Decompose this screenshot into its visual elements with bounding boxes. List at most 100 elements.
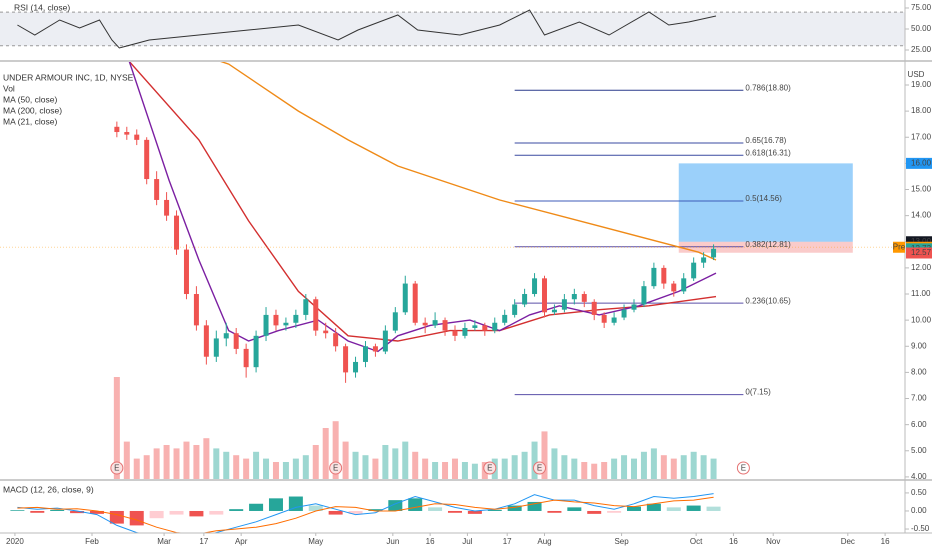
x-tick-label: Nov bbox=[766, 537, 780, 546]
earnings-marker bbox=[533, 461, 547, 475]
volume-legend: Vol bbox=[3, 83, 15, 93]
macd-histogram bbox=[507, 505, 522, 511]
volume-bar bbox=[362, 455, 369, 479]
x-tick-label: May bbox=[308, 537, 323, 546]
volume-bar bbox=[213, 448, 220, 479]
candle-body bbox=[193, 294, 199, 326]
candle-body bbox=[164, 199, 170, 216]
macd-histogram bbox=[527, 501, 542, 511]
candle-body bbox=[233, 333, 239, 349]
y-tick-label: 0.00 bbox=[911, 506, 927, 515]
moving-average bbox=[128, 62, 717, 342]
candle-body bbox=[432, 320, 438, 326]
candle-body bbox=[313, 299, 319, 331]
x-tick-label: Dec bbox=[841, 537, 855, 546]
macd-histogram bbox=[368, 509, 383, 511]
y-tick-label: 25.00 bbox=[911, 45, 932, 54]
volume-bar bbox=[402, 441, 409, 479]
candle-body bbox=[422, 322, 428, 326]
macd-legend: MACD (12, 26, close, 9) bbox=[3, 484, 94, 494]
volume-bar bbox=[173, 448, 180, 479]
candle-body bbox=[333, 333, 339, 347]
macd-histogram bbox=[10, 510, 25, 511]
macd-histogram bbox=[268, 498, 283, 511]
macd-histogram bbox=[567, 507, 582, 511]
y-tick-label: 0.50 bbox=[911, 488, 927, 497]
candle-body bbox=[273, 314, 279, 326]
price-tag-label: 16.00 bbox=[911, 158, 932, 167]
macd-histogram bbox=[89, 510, 104, 514]
x-tick-label: 16 bbox=[729, 537, 738, 546]
candle-body bbox=[174, 215, 180, 250]
candle-body bbox=[651, 267, 657, 287]
x-tick-label: 17 bbox=[503, 537, 512, 546]
candle-body bbox=[691, 262, 697, 279]
macd-histogram bbox=[229, 509, 244, 511]
macd-histogram bbox=[169, 510, 184, 515]
x-tick-label: Jun bbox=[386, 537, 399, 546]
candle-body bbox=[213, 338, 219, 357]
volume-bar bbox=[302, 455, 309, 479]
volume-bar bbox=[322, 428, 329, 479]
y-tick-label: 19.00 bbox=[911, 80, 932, 89]
fib-label: 0.786(18.80) bbox=[745, 83, 791, 92]
candle-body bbox=[631, 304, 637, 310]
earnings-marker bbox=[483, 461, 497, 475]
volume-bar bbox=[342, 441, 349, 479]
volume-bar bbox=[422, 458, 429, 479]
macd-histogram bbox=[646, 503, 661, 511]
candle-body bbox=[253, 335, 259, 368]
volume-bar bbox=[531, 441, 538, 479]
macd-histogram bbox=[447, 510, 462, 513]
y-tick-label: 5.00 bbox=[911, 446, 927, 455]
target-zone bbox=[678, 163, 853, 242]
y-tick-label: 9.00 bbox=[911, 341, 927, 350]
volume-bar bbox=[412, 451, 419, 479]
volume-bar bbox=[392, 448, 399, 479]
candle-body bbox=[223, 333, 229, 339]
volume-bar bbox=[292, 458, 299, 479]
volume-bar bbox=[183, 441, 190, 479]
y-tick-label: 15.00 bbox=[911, 185, 932, 194]
candle-body bbox=[323, 330, 329, 334]
candle-body bbox=[303, 299, 309, 315]
candle-body bbox=[621, 309, 627, 318]
volume-bar bbox=[581, 462, 588, 479]
macd-histogram bbox=[428, 507, 443, 511]
candle-body bbox=[243, 348, 249, 368]
macd-line bbox=[17, 493, 714, 533]
price-tag bbox=[906, 157, 932, 169]
candle-body bbox=[114, 126, 120, 133]
x-tick-label: Aug bbox=[537, 537, 551, 546]
candle-body bbox=[283, 322, 289, 326]
volume-bar bbox=[680, 455, 687, 479]
macd-histogram bbox=[50, 509, 65, 511]
price-pane: 0.786(18.80) 0.65(16.78) 0.618(16.31) 0.5(1… bbox=[0, 62, 905, 479]
volume-bar bbox=[700, 455, 707, 479]
candle-body bbox=[472, 325, 478, 328]
earnings-label: E bbox=[114, 464, 119, 473]
macd-histogram bbox=[328, 510, 343, 515]
candle-body bbox=[452, 330, 458, 336]
y-tick-label: -0.50 bbox=[911, 524, 930, 533]
volume-bar bbox=[233, 455, 240, 479]
rsi-pane bbox=[0, 9, 905, 49]
candle-body bbox=[392, 312, 398, 331]
macd-histogram bbox=[149, 510, 164, 519]
macd-histogram bbox=[467, 510, 482, 514]
earnings-label: E bbox=[487, 464, 492, 473]
y-tick-label: 8.00 bbox=[911, 368, 927, 377]
volume-bar bbox=[432, 462, 439, 479]
x-tick-label: 2020 bbox=[6, 537, 24, 546]
volume-bar bbox=[203, 438, 210, 479]
volume-bar bbox=[372, 458, 379, 479]
macd-histogram bbox=[348, 510, 363, 514]
y-tick-label: 10.00 bbox=[911, 315, 932, 324]
rsi-line bbox=[17, 9, 717, 49]
moving-average bbox=[128, 62, 717, 353]
macd-histogram bbox=[487, 509, 502, 511]
candle-body bbox=[482, 325, 488, 331]
session-label: Pre bbox=[893, 242, 906, 251]
macd-histogram bbox=[189, 510, 204, 517]
